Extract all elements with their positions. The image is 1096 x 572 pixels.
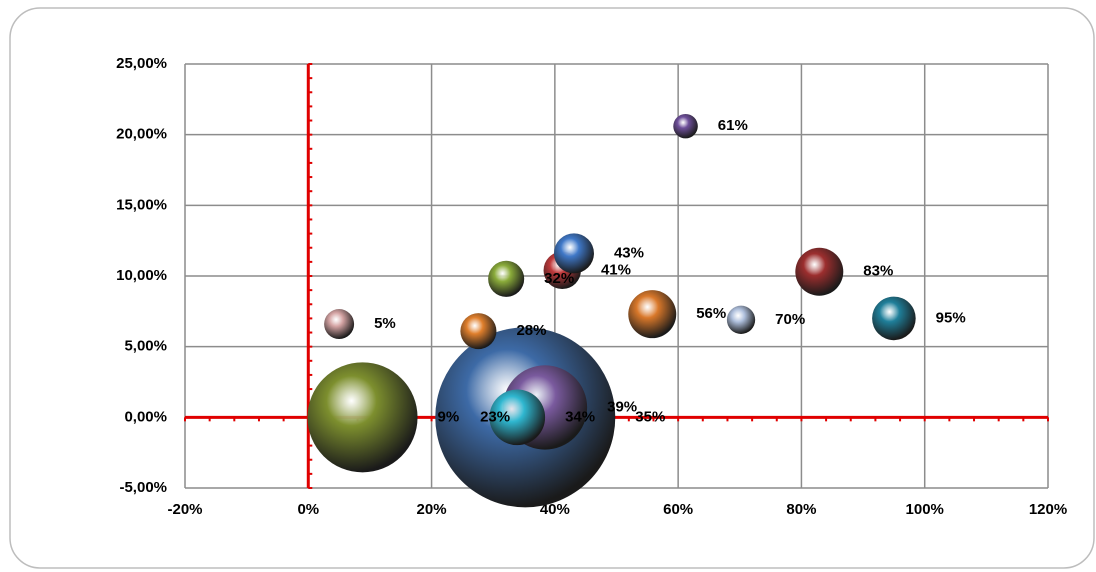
bubble [324, 309, 355, 340]
y-tick-label: 15,00% [116, 196, 167, 213]
data-label: 43% [614, 244, 644, 261]
y-tick-label: -5,00% [119, 479, 167, 496]
y-tick-label: 25,00% [116, 55, 167, 72]
bubble [489, 389, 546, 446]
data-label: 28% [516, 322, 546, 339]
y-tick-label: 0,00% [124, 408, 167, 425]
y-tick-label: 10,00% [116, 267, 167, 284]
data-label: 39% [607, 398, 637, 415]
data-label: 34% [565, 408, 595, 425]
data-label: 5% [374, 315, 396, 332]
x-tick-label: 100% [906, 501, 944, 518]
y-tick-label: 20,00% [116, 126, 167, 143]
data-label: 41% [601, 261, 631, 278]
x-tick-label: 20% [417, 501, 447, 518]
bubble [628, 290, 677, 339]
bubble [488, 260, 525, 297]
x-tick-label: 60% [663, 501, 693, 518]
chart-frame [9, 7, 1095, 569]
bubble [795, 247, 844, 296]
x-tick-label: 40% [540, 501, 570, 518]
data-label: 35% [635, 408, 665, 425]
x-tick-label: 0% [297, 501, 319, 518]
data-label: 23% [480, 408, 510, 425]
bubble [307, 362, 418, 473]
data-label: 56% [696, 305, 726, 322]
bubble [553, 233, 594, 274]
x-tick-label: -20% [167, 501, 202, 518]
x-tick-label: 80% [786, 501, 816, 518]
x-tick-label: 120% [1029, 501, 1067, 518]
data-label: 32% [544, 270, 574, 287]
bubble [460, 313, 497, 350]
data-label: 83% [863, 263, 893, 280]
bubble [726, 305, 756, 334]
bubble [673, 113, 698, 139]
data-label: 95% [936, 309, 966, 326]
data-label: 61% [718, 117, 748, 134]
bubble [872, 296, 916, 341]
data-label: 9% [438, 408, 460, 425]
y-tick-label: 5,00% [124, 338, 167, 355]
data-label: 70% [775, 311, 805, 328]
